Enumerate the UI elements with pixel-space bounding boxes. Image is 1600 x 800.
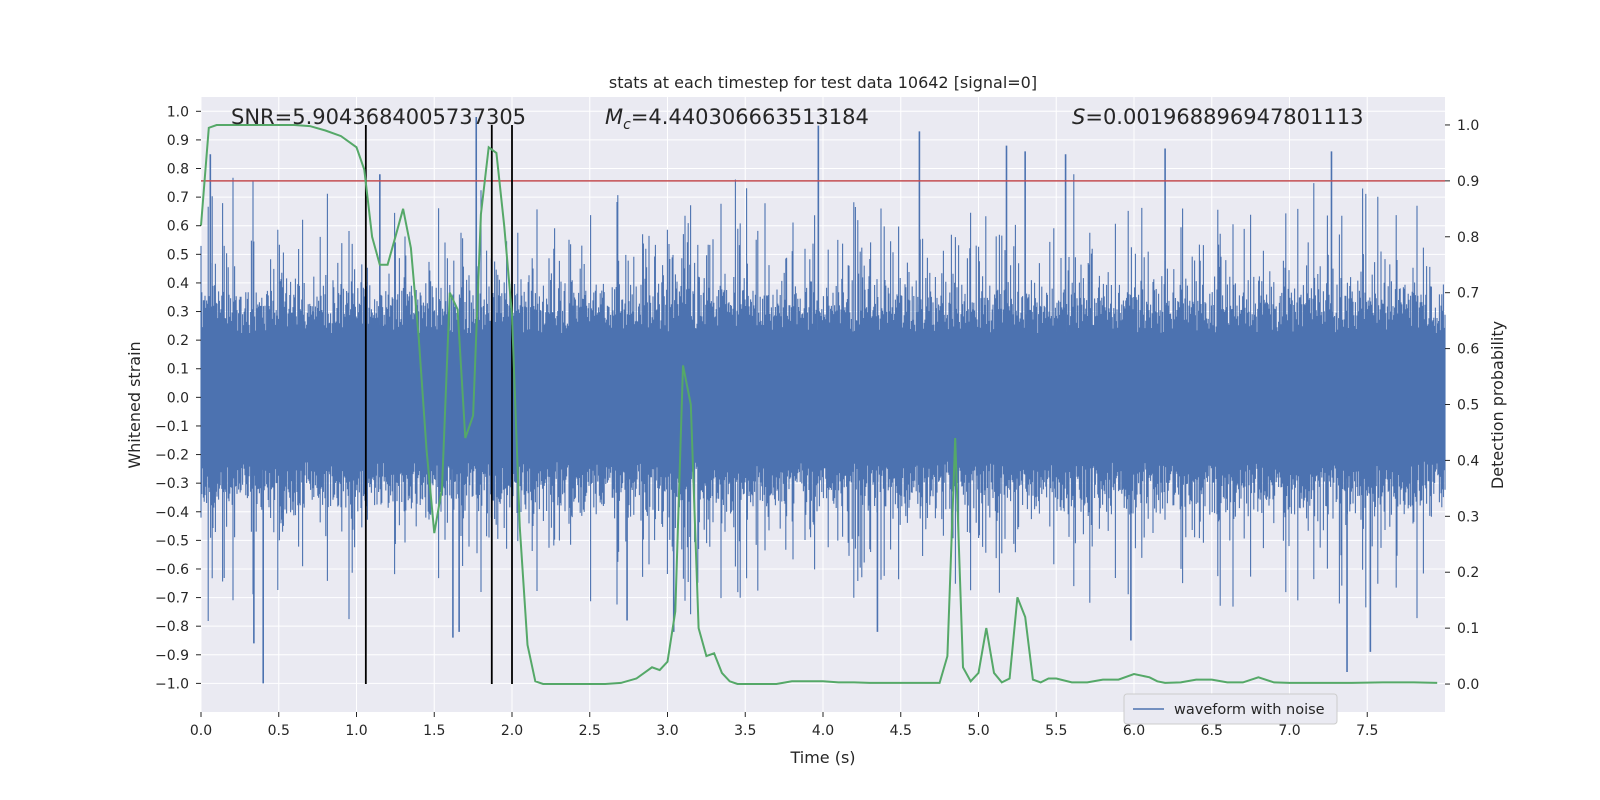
y-left-tick-label: 0.8	[167, 162, 189, 178]
y-right-tick-label: 0.2	[1457, 565, 1479, 581]
x-tick-label: 2.0	[501, 723, 523, 739]
x-axis-ticks: 0.0 0.5 1.0 1.5 2.0 2.5 3.0 3.5 4.0 4.5 5.0 5.5 6.0 6…	[190, 712, 1378, 739]
y-axis-label-left: Whitened strain	[125, 341, 144, 468]
y-left-tick-label: −0.4	[155, 505, 189, 521]
chirp-mass-value: =4.440306663513184	[631, 105, 869, 129]
y-right-tick-label: 1.0	[1457, 118, 1479, 134]
y-left-tick-label: 0.9	[167, 133, 189, 149]
x-tick-label: 3.0	[656, 723, 678, 739]
y-left-tick-label: 0.5	[167, 247, 189, 263]
x-tick-label: 0.0	[190, 723, 212, 739]
y-left-tick-label: 0.7	[167, 190, 189, 206]
score-symbol: S	[1072, 105, 1085, 129]
x-tick-label: 6.0	[1123, 723, 1145, 739]
x-axis-label: Time (s)	[789, 748, 855, 767]
chart-title: stats at each timestep for test data 106…	[609, 73, 1037, 92]
y-left-tick-label: 1.0	[167, 104, 189, 120]
x-tick-label: 4.0	[812, 723, 834, 739]
y-axis-label-right: Detection probability	[1488, 321, 1507, 489]
y-left-tick-label: −0.3	[155, 476, 189, 492]
y-left-tick-label: 0.6	[167, 219, 189, 235]
x-tick-label: 5.0	[967, 723, 989, 739]
y-left-tick-label: −1.0	[155, 676, 189, 692]
snr-annotation: SNR=5.9043684005737305	[231, 105, 526, 129]
legend-label: waveform with noise	[1174, 702, 1325, 718]
y-left-tick-label: −0.7	[155, 591, 189, 607]
x-tick-label: 7.5	[1356, 723, 1378, 739]
x-tick-label: 3.5	[734, 723, 756, 739]
y-left-tick-label: 0.4	[167, 276, 189, 292]
chirp-mass-annotation: Mc=4.440306663513184	[605, 105, 869, 133]
probability-series	[200, 124, 1438, 685]
y-right-tick-label: 0.6	[1457, 342, 1479, 358]
probability-line	[200, 124, 1438, 685]
score-value: =0.001968896947801113	[1085, 105, 1363, 129]
y-right-axis-ticks: 1.0 0.9 0.8 0.7 0.6 0.5 0.4 0.3 0.2 0.1 0.0	[1445, 118, 1479, 693]
y-left-tick-label: −0.9	[155, 648, 189, 664]
chirp-mass-symbol: M	[605, 105, 623, 129]
waveform-series	[200, 117, 1446, 684]
y-left-tick-label: 0.0	[167, 390, 189, 406]
y-right-tick-label: 0.1	[1457, 621, 1479, 637]
y-left-tick-label: −0.1	[155, 419, 189, 435]
reference-lines	[201, 124, 1445, 685]
waveform-core	[201, 332, 1445, 462]
y-right-tick-label: 0.5	[1457, 398, 1479, 414]
x-tick-label: 4.5	[890, 723, 912, 739]
y-left-tick-label: −0.5	[155, 533, 189, 549]
y-right-tick-label: 0.4	[1457, 453, 1479, 469]
y-left-tick-label: 0.3	[167, 305, 189, 321]
y-left-axis-ticks: 1.0 0.9 0.8 0.7 0.6 0.5 0.4 0.3 0.2 0.1 0.0 −0.1 −0.…	[155, 104, 201, 692]
y-left-tick-label: −0.2	[155, 448, 189, 464]
y-left-tick-label: −0.6	[155, 562, 189, 578]
chirp-mass-subscript: c	[623, 117, 631, 133]
y-right-tick-label: 0.7	[1457, 286, 1479, 302]
y-left-tick-label: 0.1	[167, 362, 189, 378]
legend-box	[1123, 693, 1338, 725]
x-tick-label: 0.5	[268, 723, 290, 739]
x-tick-label: 1.0	[345, 723, 367, 739]
x-tick-label: 6.5	[1201, 723, 1223, 739]
y-right-tick-label: 0.0	[1457, 677, 1479, 693]
y-right-tick-label: 0.8	[1457, 230, 1479, 246]
x-tick-label: 1.5	[423, 723, 445, 739]
y-right-tick-label: 0.3	[1457, 509, 1479, 525]
score-annotation: S=0.001968896947801113	[1072, 105, 1363, 129]
y-left-tick-label: 0.2	[167, 333, 189, 349]
legend: waveform with noise	[1123, 693, 1338, 725]
x-tick-label: 7.0	[1278, 723, 1300, 739]
x-tick-label: 2.5	[579, 723, 601, 739]
y-left-tick-label: −0.8	[155, 619, 189, 635]
y-right-tick-label: 0.9	[1457, 174, 1479, 190]
x-tick-label: 5.5	[1045, 723, 1067, 739]
